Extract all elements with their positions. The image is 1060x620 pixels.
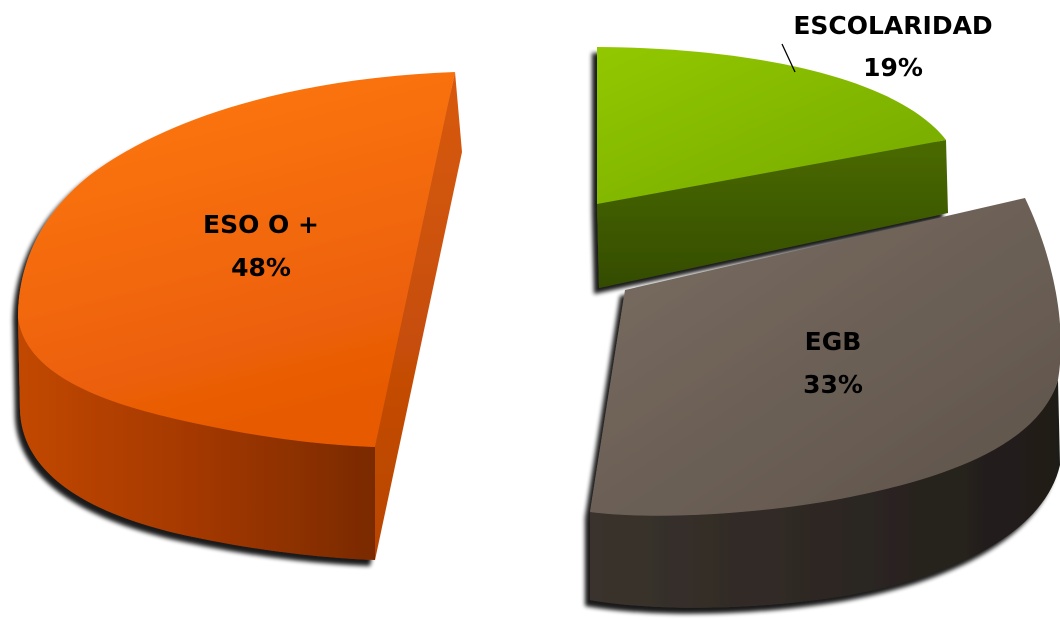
- label-eso-name: ESO O +: [203, 210, 319, 239]
- label-egb-percent: 33%: [803, 370, 863, 399]
- slice-escolaridad-top: [597, 47, 946, 204]
- label-egb-name: EGB: [805, 327, 862, 356]
- slice-escolaridad: [597, 47, 948, 288]
- slice-eso-cut: [375, 72, 462, 560]
- label-eso-percent: 48%: [231, 253, 291, 282]
- label-escolaridad-percent: 19%: [863, 53, 923, 82]
- slice-egb: [590, 198, 1060, 608]
- slice-eso-top: [18, 72, 455, 447]
- slice-eso-side: [18, 318, 375, 560]
- slice-egb-side: [590, 380, 1060, 608]
- slice-escolaridad-side: [597, 140, 948, 288]
- label-escolaridad-name: ESCOLARIDAD: [793, 11, 992, 40]
- slice-eso: [18, 72, 462, 560]
- escolaridad-leader-line: [781, 43, 796, 73]
- slice-egb-top: [590, 198, 1060, 516]
